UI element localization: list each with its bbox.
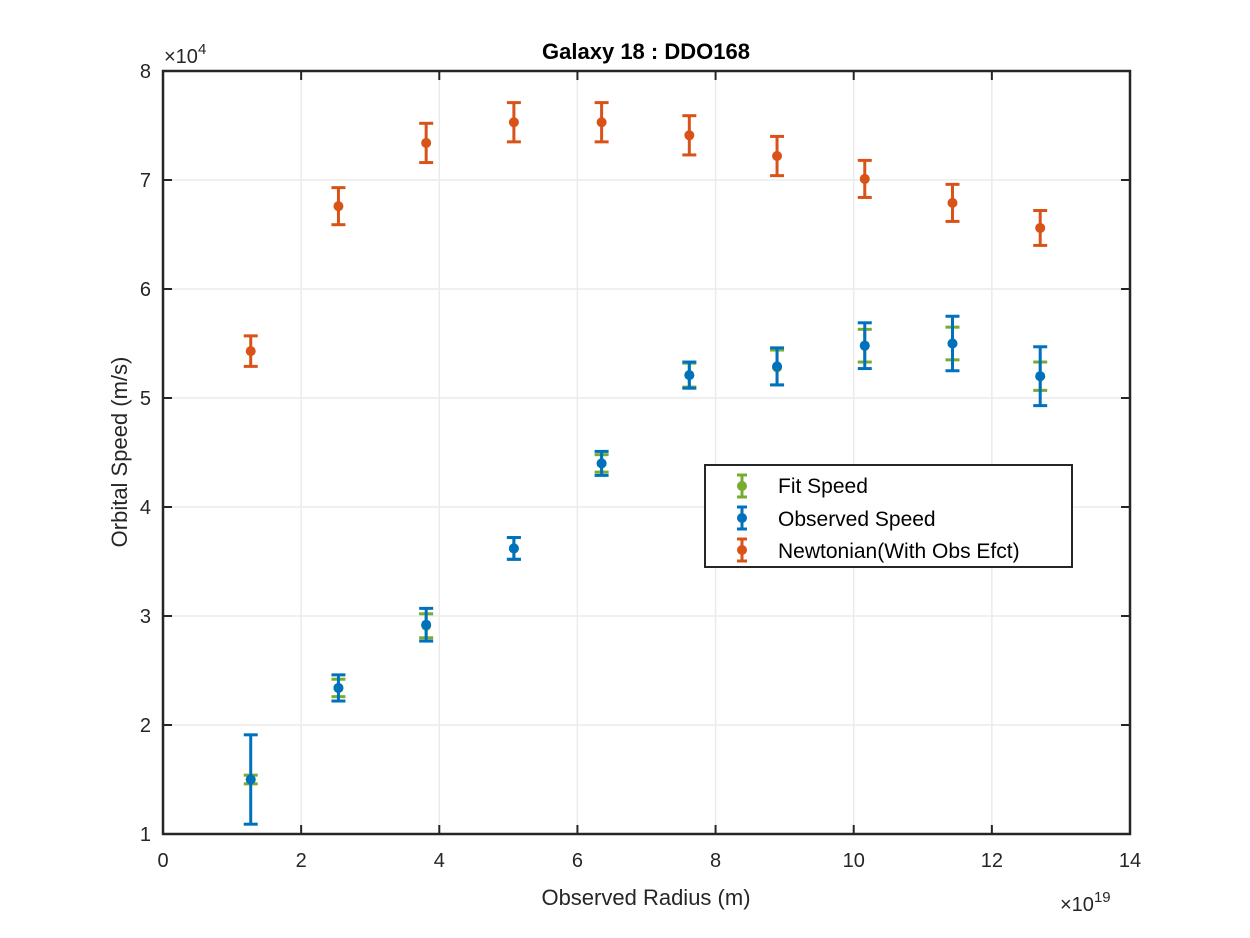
x-tick-label: 6: [572, 850, 583, 872]
data-point: [333, 201, 343, 211]
data-point: [246, 775, 256, 785]
y-tick-label: 7: [140, 170, 151, 192]
x-tick-label: 8: [710, 850, 721, 872]
x-tick-label: 2: [296, 850, 307, 872]
data-point: [421, 620, 431, 630]
y-multiplier-base: ×10: [164, 46, 198, 68]
data-point: [772, 361, 782, 371]
legend-marker-dot: [737, 513, 747, 523]
data-point: [1035, 371, 1045, 381]
y-tick-label: 4: [140, 497, 151, 519]
y-tick-label: 3: [140, 606, 151, 628]
y-tick-label: 2: [140, 715, 151, 737]
data-point: [947, 339, 957, 349]
y-tick-label: 5: [140, 388, 151, 410]
data-point: [597, 458, 607, 468]
data-point: [509, 117, 519, 127]
y-tick-label: 8: [140, 61, 151, 83]
data-point: [684, 370, 694, 380]
data-point: [1035, 223, 1045, 233]
data-point: [772, 151, 782, 161]
data-point: [421, 138, 431, 148]
legend: Fit Speed Observed Speed Newtonian(With …: [705, 465, 1072, 567]
x-tick-label: 12: [981, 850, 1003, 872]
legend-label-observed-speed: Observed Speed: [778, 508, 936, 531]
x-tick-label: 10: [843, 850, 865, 872]
data-point: [597, 117, 607, 127]
data-point: [860, 174, 870, 184]
data-point: [509, 543, 519, 553]
x-multiplier-base: ×10: [1060, 894, 1094, 916]
data-point: [947, 198, 957, 208]
x-tick-label: 0: [157, 850, 168, 872]
y-multiplier-exp: 4: [198, 41, 206, 58]
data-point: [860, 341, 870, 351]
legend-label-fit-speed: Fit Speed: [778, 475, 868, 498]
legend-label-newtonian: Newtonian(With Obs Efct): [778, 540, 1020, 563]
x-axis-label: Observed Radius (m): [541, 885, 750, 910]
legend-entries: [737, 475, 747, 561]
legend-marker-dot: [737, 481, 747, 491]
legend-marker-dot: [737, 545, 747, 555]
data-point: [333, 683, 343, 693]
chart-title: Galaxy 18 : DDO168: [542, 39, 750, 64]
x-tick-label: 4: [434, 850, 445, 872]
y-tick-label: 1: [140, 824, 151, 846]
y-axis-label: Orbital Speed (m/s): [107, 357, 132, 548]
x-tick-label: 14: [1119, 850, 1141, 872]
y-tick-label: 6: [140, 279, 151, 301]
x-multiplier-exp: 19: [1094, 889, 1111, 906]
data-point: [684, 130, 694, 140]
data-point: [246, 346, 256, 356]
